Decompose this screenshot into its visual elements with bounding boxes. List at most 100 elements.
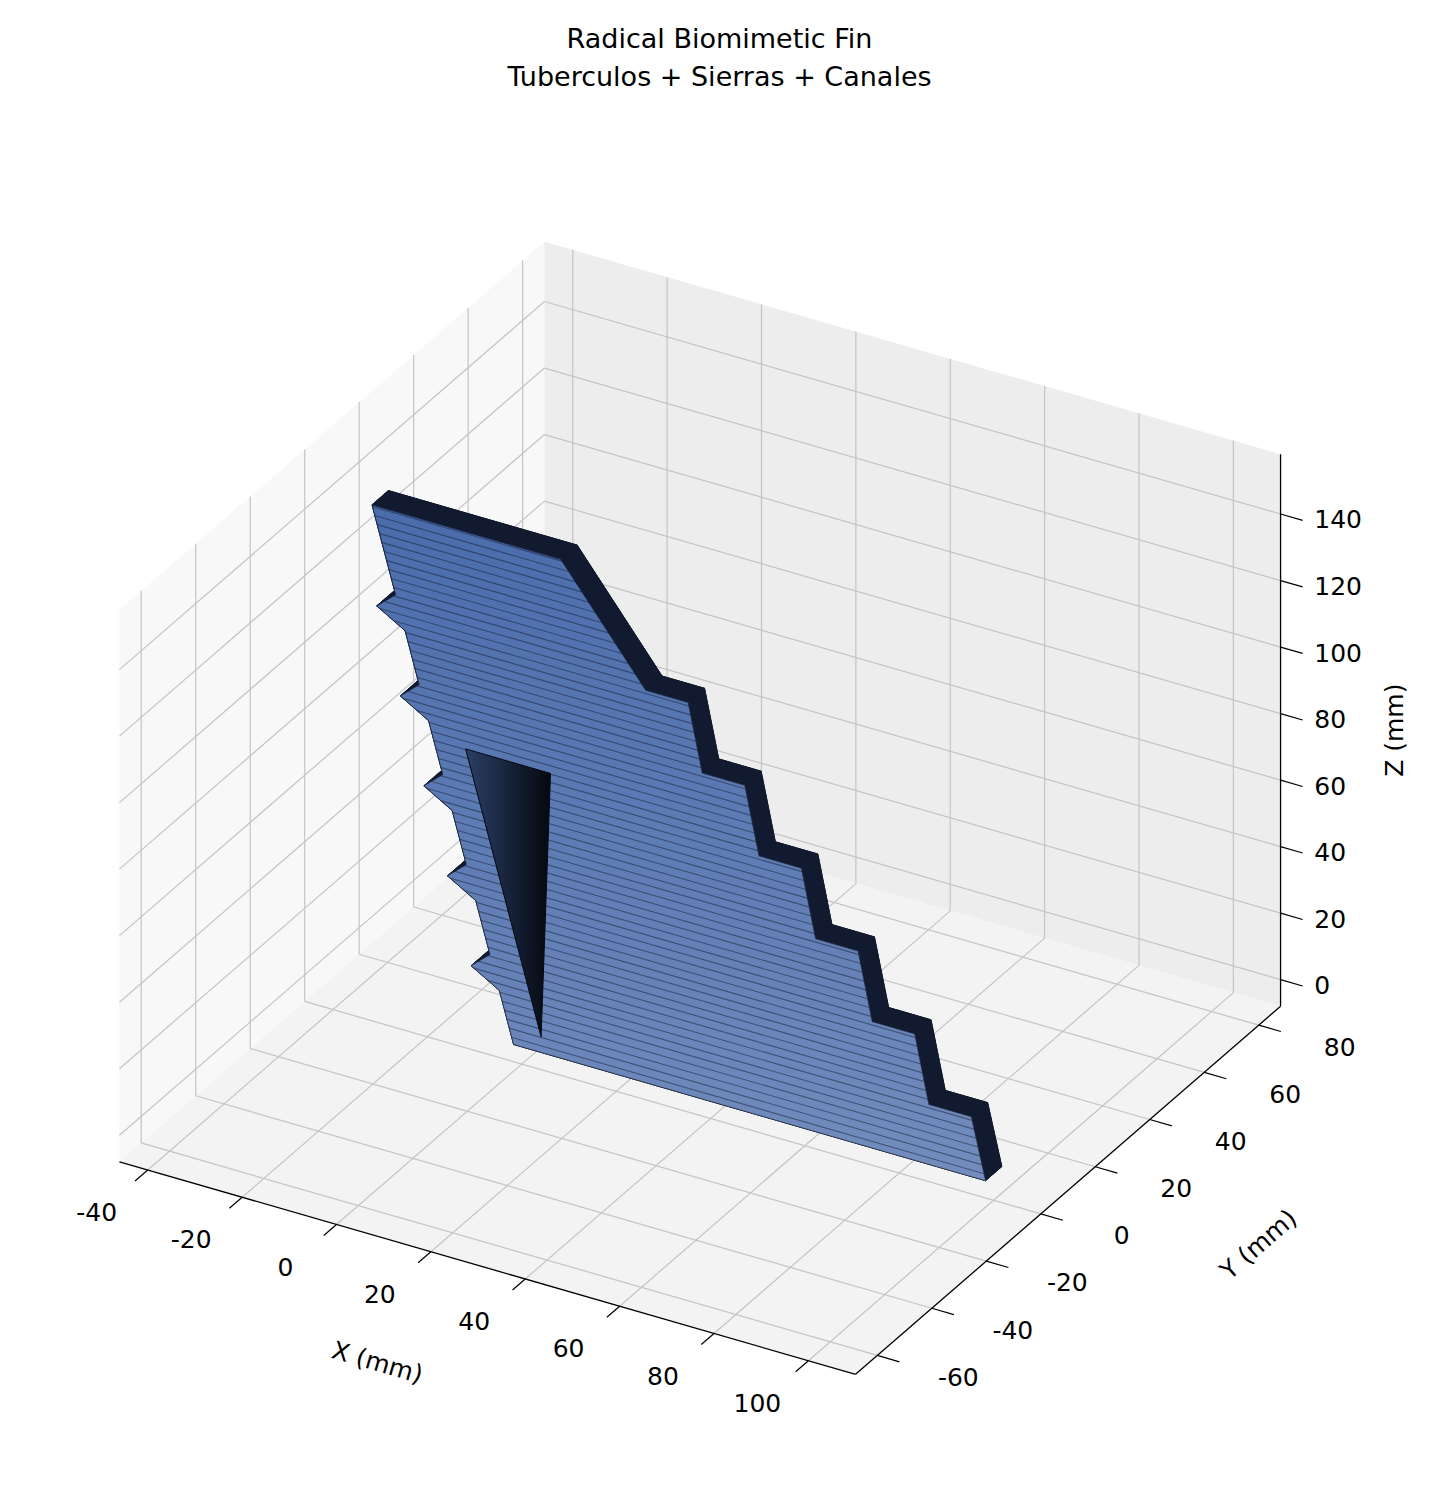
tick-label: 60 [553, 1334, 585, 1363]
tick-label: 80 [647, 1362, 679, 1391]
surface-shading [297, 460, 1033, 1221]
fin-front-face [372, 505, 986, 1181]
data-area [297, 460, 1033, 1221]
surface-strip [297, 485, 1033, 698]
tick [135, 1170, 148, 1181]
tick [229, 1197, 242, 1208]
subtitle: Tuberculos + Sierras + Canales [506, 61, 931, 92]
tick [986, 1261, 1008, 1267]
surface-strip [297, 626, 1033, 839]
tick [1281, 847, 1303, 853]
title: Radical Biomimetic Fin [567, 23, 873, 54]
surface-strip [297, 609, 1033, 822]
surface-strip [297, 526, 1033, 739]
surface-strip [297, 634, 1033, 847]
surface-strip [297, 576, 1033, 789]
tick-label: -20 [171, 1225, 212, 1254]
tick [1281, 980, 1303, 986]
grid-line [250, 496, 251, 1048]
grid-line [1138, 413, 1139, 965]
tick-label: 0 [1114, 1221, 1130, 1250]
grid-line [141, 1143, 877, 1356]
surface-strip [297, 559, 1033, 772]
tick [1041, 1214, 1063, 1220]
surface-strip [297, 601, 1033, 814]
tick-label: 20 [1160, 1174, 1192, 1203]
tick [877, 1355, 899, 1361]
grid [119, 250, 1280, 1361]
surface-strip [297, 476, 1033, 689]
surface-strip [297, 501, 1033, 714]
surface-strip [297, 518, 1033, 731]
axis-title: Y (mm) [1214, 1204, 1303, 1286]
tick [512, 1279, 525, 1290]
axis-title: Z (mm) [1380, 684, 1409, 777]
channel [466, 749, 551, 1037]
tick-label: -40 [992, 1316, 1033, 1345]
tick-label: 0 [278, 1253, 294, 1282]
surface-strip [297, 535, 1033, 748]
tick-label: 60 [1314, 772, 1346, 801]
tick-label: -20 [1047, 1268, 1088, 1297]
surface-strip [297, 468, 1033, 681]
tick [1281, 647, 1303, 653]
surface-strip [297, 543, 1033, 756]
tick [1281, 581, 1303, 587]
grid-line [544, 501, 1280, 713]
tick-label: 80 [1314, 705, 1346, 734]
tick [418, 1252, 431, 1263]
grid-line [544, 435, 1280, 648]
surface-strip [297, 659, 1033, 872]
tick-label: -60 [938, 1363, 979, 1392]
tick-label: 40 [1314, 838, 1346, 867]
surface-strip [297, 618, 1033, 831]
grid-line [544, 368, 1280, 581]
grid-line [544, 302, 1280, 515]
grid-line [1233, 441, 1234, 993]
surface-strip [297, 593, 1033, 806]
grid-line [855, 332, 856, 884]
surface-strip [297, 651, 1033, 864]
chart: Radical Biomimetic Fin Tuberculos + Sierr… [0, 0, 1439, 1511]
tick-label: 60 [1269, 1080, 1301, 1109]
axes: -40-20020406080100-60-40-200204060800204… [76, 454, 1362, 1418]
tick-label: 140 [1314, 505, 1362, 534]
tick [1259, 1025, 1281, 1031]
tick-label: 20 [364, 1280, 396, 1309]
tick-label: 100 [1314, 639, 1362, 668]
tick-label: -40 [76, 1198, 117, 1227]
tick [1281, 913, 1303, 919]
axis-title: X (mm) [329, 1335, 427, 1389]
tick [1281, 780, 1303, 786]
tick [1204, 1072, 1226, 1078]
surface-strip [297, 551, 1033, 764]
z-axis [1280, 454, 1281, 1006]
tick [701, 1333, 714, 1344]
tick-label: 40 [1215, 1127, 1247, 1156]
surface-strip [297, 643, 1033, 856]
grid-line [141, 591, 142, 1143]
panes [119, 242, 1280, 1375]
tick-label: 40 [458, 1307, 490, 1336]
grid-line [359, 402, 360, 954]
grid-line [950, 359, 951, 911]
tick-label: 0 [1314, 971, 1330, 1000]
tick [1095, 1167, 1117, 1173]
grid-line [1044, 386, 1045, 938]
tick-label: 80 [1324, 1033, 1356, 1062]
tick [1150, 1120, 1172, 1126]
surface-strip [297, 510, 1033, 722]
surface-strip [297, 568, 1033, 781]
tick [324, 1224, 337, 1235]
tick [607, 1306, 620, 1317]
tick [1281, 714, 1303, 720]
tick [932, 1308, 954, 1314]
tick [796, 1361, 809, 1372]
x-axis [119, 1162, 855, 1375]
surface-strip [297, 584, 1033, 797]
fin-shading [372, 505, 986, 1181]
tick [1281, 514, 1303, 520]
tick-label: 120 [1314, 572, 1362, 601]
y-axis [856, 1006, 1281, 1374]
grid-line [195, 544, 196, 1096]
